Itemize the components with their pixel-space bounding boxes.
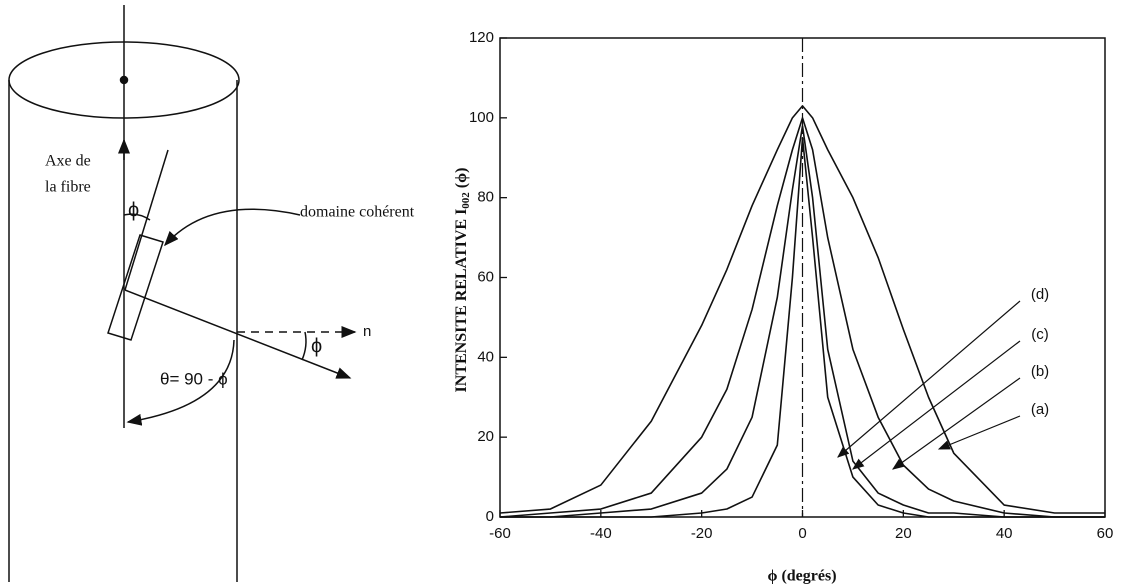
normal-line bbox=[124, 289, 352, 379]
series-pointer bbox=[937, 415, 1021, 450]
x-tick-label: -20 bbox=[691, 525, 713, 542]
series-line bbox=[500, 136, 1105, 518]
domain-pointer bbox=[163, 208, 301, 247]
y-tick-label: 20 bbox=[477, 428, 494, 445]
axis-dot bbox=[119, 75, 129, 85]
y-tick-label: 40 bbox=[477, 348, 494, 365]
series-line bbox=[499, 117, 1105, 518]
series-pointer bbox=[892, 377, 1021, 470]
y-tick-label: 80 bbox=[477, 189, 494, 206]
series-label: (b) bbox=[1031, 363, 1049, 380]
diagram-label: θ= 90 - ϕ bbox=[160, 369, 228, 388]
diagram-label: ϕ bbox=[311, 335, 322, 357]
x-axis-label: ϕ (degrés) bbox=[767, 568, 836, 585]
theta-arc bbox=[126, 339, 235, 426]
diagram-label: la fibre bbox=[45, 179, 91, 196]
diagram-label: domaine cohérent bbox=[300, 204, 415, 221]
y-tick-label: 60 bbox=[477, 268, 494, 285]
y-axis-label-text: INTENSITE RELATIVE I bbox=[453, 209, 470, 393]
series-line bbox=[500, 125, 1105, 518]
phi-arc bbox=[301, 331, 307, 361]
x-tick-label: 20 bbox=[895, 525, 912, 542]
series-label: (a) bbox=[1031, 401, 1049, 418]
fiber-diagram bbox=[8, 5, 357, 582]
y-tick-label: 120 bbox=[469, 29, 494, 46]
series-pointer bbox=[852, 340, 1021, 470]
y-tick-label: 0 bbox=[486, 508, 494, 525]
series-label: (d) bbox=[1031, 286, 1049, 303]
x-tick-label: 60 bbox=[1097, 525, 1114, 542]
diagram-label: Axe de bbox=[45, 153, 91, 170]
diagram-label: ϕ bbox=[128, 199, 139, 221]
phi-arc bbox=[123, 213, 151, 221]
x-tick-label: -40 bbox=[590, 525, 612, 542]
x-tick-label: -60 bbox=[489, 525, 511, 542]
coherent-domain bbox=[107, 234, 164, 341]
diagram-label: n bbox=[363, 323, 371, 340]
y-axis-label-sub: 002 bbox=[460, 192, 472, 209]
series-label: (c) bbox=[1031, 326, 1049, 343]
y-tick-label: 100 bbox=[469, 109, 494, 126]
x-tick-label: 0 bbox=[798, 525, 806, 542]
y-axis-label: INTENSITE RELATIVE I002 (ϕ) bbox=[453, 168, 472, 393]
domain-axis bbox=[124, 149, 169, 291]
series-pointer bbox=[837, 300, 1021, 458]
x-tick-label: 40 bbox=[996, 525, 1013, 542]
y-axis-label-suffix: (ϕ) bbox=[453, 168, 470, 193]
